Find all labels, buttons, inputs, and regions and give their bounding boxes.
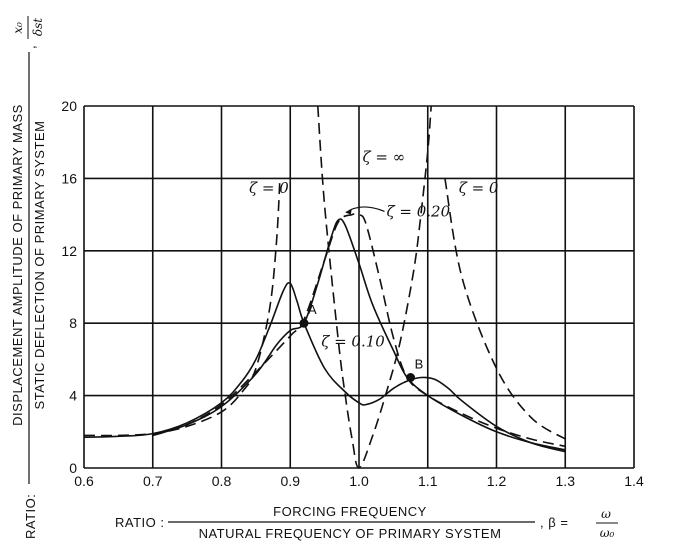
tick-labels: 0.6 0.7 0.8 0.9 1.0 1.1 1.2 1.3 1.4 0 4 8 12 16 20: [61, 98, 644, 489]
y-axis-label: RATIO: DISPLACEMENT AMPLITUDE OF PRIMARY…: [10, 16, 47, 539]
x-label-sym-num: ω: [601, 507, 611, 521]
x-label-numerator: FORCING FREQUENCY: [273, 504, 427, 519]
x-label-suffix: , β =: [540, 515, 568, 530]
point-b-label: B: [415, 357, 424, 372]
point-b-marker: [406, 373, 416, 382]
x-tick-label: 1.4: [624, 473, 644, 489]
x-tick-label: 1.1: [418, 473, 438, 489]
curve-annotations: ζ = 0 ζ = ∞ ζ = 0.20 ζ = 0 ζ = 0.10: [249, 148, 499, 351]
series-layer: [83, 105, 566, 469]
marked-points: AB: [299, 302, 424, 382]
series-line: [317, 105, 432, 469]
series-line: [152, 218, 566, 451]
x-label-sym-den: ω₀: [600, 526, 615, 540]
y-label-sym-den: δst: [31, 18, 45, 36]
x-axis-label: RATIO : FORCING FREQUENCY NATURAL FREQUE…: [115, 504, 618, 541]
x-tick-label: 0.6: [74, 473, 94, 489]
x-tick-label: 0.9: [281, 473, 301, 489]
x-label-denominator: NATURAL FREQUENCY OF PRIMARY SYSTEM: [199, 526, 502, 541]
curve-annotation: ζ = 0: [249, 179, 289, 197]
y-tick-label: 16: [61, 170, 77, 186]
x-tick-label: 0.7: [143, 473, 163, 489]
y-tick-label: 20: [61, 98, 77, 114]
y-tick-label: 12: [61, 243, 77, 259]
series-2: [83, 281, 566, 453]
series-1: [83, 105, 566, 469]
y-tick-label: 4: [69, 388, 77, 404]
y-label-denominator: STATIC DEFLECTION OF PRIMARY SYSTEM: [32, 121, 47, 410]
y-tick-label: 0: [69, 460, 77, 476]
y-label-prefix: RATIO:: [23, 494, 38, 539]
grid: [83, 105, 635, 469]
x-tick-label: 0.8: [212, 473, 232, 489]
x-tick-label: 1.3: [556, 473, 576, 489]
y-tick-label: 8: [69, 315, 77, 331]
series-line: [152, 212, 566, 448]
series-line: [83, 178, 281, 437]
series-3: [152, 218, 566, 451]
curve-annotation: ζ = ∞: [362, 148, 405, 166]
series-line: [83, 281, 566, 453]
curve-annotation: ζ = 0.20: [387, 202, 451, 220]
series-line: [444, 178, 566, 440]
series-4: [152, 212, 566, 448]
x-tick-label: 1.2: [487, 473, 507, 489]
point-a-marker: [299, 318, 309, 328]
curve-annotation: ζ = 0.10: [321, 333, 385, 351]
annotation-arrowhead: [345, 208, 352, 215]
curve-annotation: ζ = 0: [459, 179, 499, 197]
y-label-suffix: ,: [23, 45, 38, 49]
point-a-label: A: [308, 302, 317, 317]
y-label-sym-num: x₀: [11, 22, 25, 34]
x-label-prefix: RATIO :: [115, 515, 164, 530]
y-label-numerator: DISPLACEMENT AMPLITUDE OF PRIMARY MASS: [10, 104, 25, 426]
x-tick-label: 1.0: [349, 473, 369, 489]
